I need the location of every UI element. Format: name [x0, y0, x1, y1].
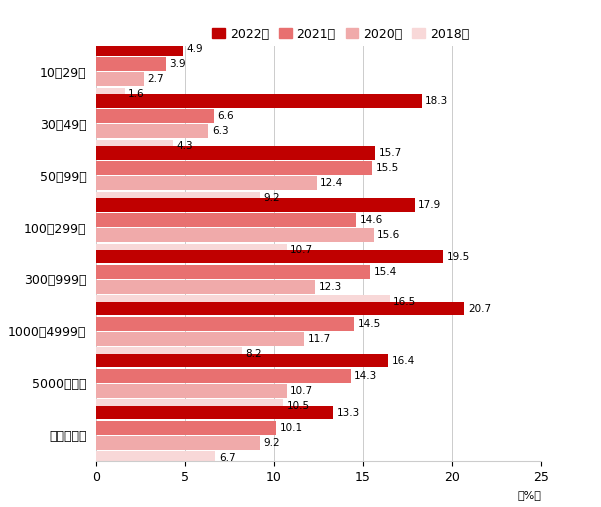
- Text: 15.5: 15.5: [376, 163, 398, 173]
- Bar: [96, 94, 422, 107]
- Legend: 2022年, 2021年, 2020年, 2018年: 2022年, 2021年, 2020年, 2018年: [207, 23, 474, 46]
- Bar: [96, 280, 315, 294]
- Bar: [96, 451, 215, 465]
- Text: 8.2: 8.2: [246, 349, 262, 359]
- Text: 20.7: 20.7: [468, 304, 491, 314]
- Bar: [96, 109, 213, 123]
- Text: 3.9: 3.9: [169, 59, 186, 69]
- Text: 16.5: 16.5: [393, 297, 416, 307]
- Text: 15.6: 15.6: [377, 230, 400, 240]
- Text: 6.6: 6.6: [217, 111, 234, 121]
- Text: （%）: （%）: [517, 490, 541, 500]
- Text: 14.3: 14.3: [354, 371, 377, 381]
- Text: 9.2: 9.2: [263, 193, 280, 203]
- Bar: [96, 406, 333, 419]
- Text: 13.3: 13.3: [337, 408, 359, 418]
- Text: 10.5: 10.5: [287, 401, 310, 411]
- Text: 15.7: 15.7: [379, 148, 402, 158]
- Text: 12.4: 12.4: [320, 178, 344, 188]
- Text: 11.7: 11.7: [308, 334, 331, 344]
- Text: 14.5: 14.5: [358, 319, 381, 329]
- Bar: [96, 436, 260, 450]
- Text: 4.9: 4.9: [187, 44, 204, 54]
- Text: 18.3: 18.3: [426, 96, 448, 106]
- Bar: [96, 384, 287, 398]
- Bar: [96, 302, 465, 315]
- Bar: [96, 400, 283, 413]
- Text: 4.3: 4.3: [176, 141, 193, 152]
- Text: 12.3: 12.3: [319, 282, 342, 292]
- Bar: [96, 73, 144, 86]
- Text: 17.9: 17.9: [418, 200, 441, 210]
- Bar: [96, 146, 376, 160]
- Text: 2.7: 2.7: [148, 74, 165, 84]
- Bar: [96, 250, 443, 264]
- Bar: [96, 369, 350, 383]
- Bar: [96, 88, 124, 101]
- Bar: [96, 332, 304, 346]
- Text: 10.1: 10.1: [279, 423, 302, 433]
- Bar: [96, 57, 165, 71]
- Text: 16.4: 16.4: [391, 355, 415, 366]
- Bar: [96, 139, 172, 153]
- Text: 1.6: 1.6: [128, 89, 145, 99]
- Bar: [96, 265, 370, 279]
- Bar: [96, 354, 388, 368]
- Text: 10.7: 10.7: [290, 245, 313, 256]
- Text: 6.3: 6.3: [212, 126, 228, 136]
- Text: 9.2: 9.2: [263, 438, 280, 448]
- Text: 15.4: 15.4: [374, 267, 397, 277]
- Bar: [96, 228, 374, 242]
- Bar: [96, 192, 260, 205]
- Bar: [96, 124, 208, 138]
- Bar: [96, 176, 317, 190]
- Text: 14.6: 14.6: [359, 215, 383, 225]
- Text: 6.7: 6.7: [219, 453, 236, 463]
- Bar: [96, 421, 276, 434]
- Text: 19.5: 19.5: [447, 251, 470, 262]
- Bar: [96, 317, 354, 331]
- Bar: [96, 243, 287, 257]
- Bar: [96, 296, 389, 309]
- Bar: [96, 347, 242, 361]
- Bar: [96, 161, 372, 175]
- Text: 10.7: 10.7: [290, 386, 313, 396]
- Bar: [96, 42, 183, 56]
- Bar: [96, 213, 356, 227]
- Bar: [96, 198, 415, 211]
